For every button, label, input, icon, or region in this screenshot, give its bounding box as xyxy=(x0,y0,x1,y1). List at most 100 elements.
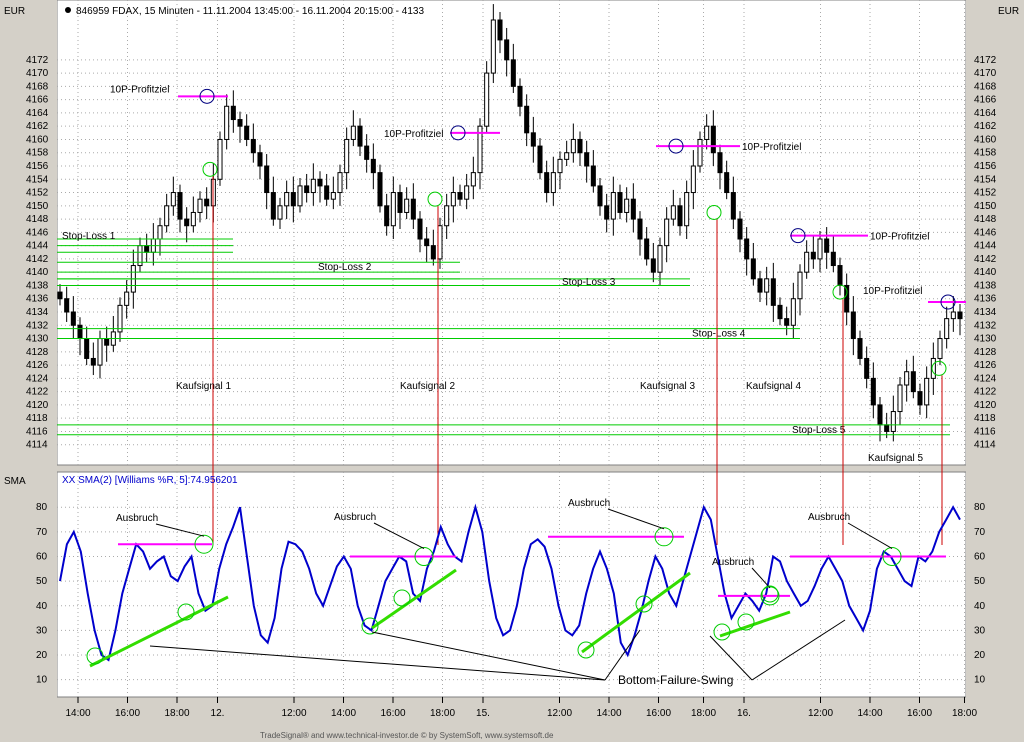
candle-body xyxy=(810,251,816,260)
profit-target-marker xyxy=(790,228,806,244)
breakout-pointer xyxy=(847,522,893,549)
price-tick-left: 4158 xyxy=(26,148,49,159)
pattern-pointer xyxy=(149,645,606,681)
price-tick-right: 4118 xyxy=(974,413,996,424)
candle-body xyxy=(777,304,783,320)
price-tick-left: 4166 xyxy=(26,95,49,106)
stop-loss-label: Stop-Loss 4 xyxy=(692,329,746,340)
price-tick-left: 4126 xyxy=(26,360,49,371)
chart-title: 846959 FDAX, 15 Minuten - 11.11.2004 13:… xyxy=(76,6,424,17)
price-tick-right: 4162 xyxy=(974,121,997,132)
candle-body xyxy=(657,245,663,273)
candle-body xyxy=(770,278,776,306)
candle-body xyxy=(570,138,576,154)
candle-body xyxy=(684,192,690,227)
candle-body xyxy=(390,192,396,227)
candle-body xyxy=(117,304,123,333)
candle-body xyxy=(444,205,450,227)
price-tick-left: 4118 xyxy=(26,413,48,424)
candle-body xyxy=(530,132,536,147)
profit-target-label: 10P-Profitziel xyxy=(384,129,443,140)
profit-target-label: 10P-Profitziel xyxy=(110,84,169,95)
candle-body xyxy=(844,284,850,313)
candle-body xyxy=(464,185,470,200)
price-tick-left: 4134 xyxy=(26,307,49,318)
breakout-label: Ausbruch xyxy=(808,512,850,523)
indicator-tick-left: 70 xyxy=(36,527,48,538)
breakout-marker xyxy=(882,547,902,567)
candle-body xyxy=(744,238,750,260)
currency-right: EUR xyxy=(998,6,1019,17)
candle-body xyxy=(450,192,456,207)
price-tick-left: 4148 xyxy=(26,214,49,225)
candle-body xyxy=(517,85,523,107)
swing-marker xyxy=(393,589,411,607)
profit-target-label: 10P-Profitziel xyxy=(863,286,922,297)
indicator-tick-right: 10 xyxy=(974,675,986,686)
indicator-tick-left: 20 xyxy=(36,650,48,661)
candle-body xyxy=(664,218,670,247)
candle-body xyxy=(264,165,270,194)
candle-body xyxy=(817,238,823,260)
candle-body xyxy=(804,251,810,273)
candle-body xyxy=(944,318,950,340)
pattern-pointer xyxy=(604,629,641,681)
candle-body xyxy=(430,245,436,260)
price-annotations: Stop-Loss 1 Stop-Loss 2 Stop-Loss 3 Stop-Lo… xyxy=(57,84,966,545)
candle-body xyxy=(950,311,956,320)
entry-marker xyxy=(706,204,722,220)
candle-body xyxy=(904,371,910,386)
candle-body xyxy=(64,298,70,313)
price-tick-left: 4140 xyxy=(26,267,49,278)
price-tick-left: 4172 xyxy=(26,55,49,66)
candle-body xyxy=(704,125,710,140)
indicator-series: Ausbruch Ausbruch Ausbruch Ausbruch Ausbruch… xyxy=(59,498,961,687)
x-tick-label: 18:00 xyxy=(691,708,716,719)
trend-line xyxy=(719,610,791,638)
indicator-panel xyxy=(56,471,967,698)
x-tick-label: 18:00 xyxy=(952,708,977,719)
price-tick-right: 4156 xyxy=(974,161,997,172)
left-axis-bg xyxy=(0,0,57,742)
candle-body xyxy=(310,178,316,194)
candle-body xyxy=(70,311,76,326)
candle-body xyxy=(670,205,676,220)
candle-body xyxy=(157,225,163,240)
candle-body xyxy=(364,145,370,160)
price-tick-right: 4170 xyxy=(974,68,997,79)
candle-body xyxy=(504,39,510,61)
candle-body xyxy=(57,291,63,300)
price-tick-right: 4128 xyxy=(974,347,997,358)
profit-target-label: 10P-Profitziel xyxy=(742,142,801,153)
candle-body xyxy=(170,192,176,207)
candle-body xyxy=(917,391,923,406)
price-tick-right: 4132 xyxy=(974,320,997,331)
price-tick-right: 4166 xyxy=(974,95,997,106)
candle-body xyxy=(290,192,296,207)
title-bullet-icon xyxy=(65,7,71,13)
price-tick-right: 4122 xyxy=(974,387,997,398)
price-tick-right: 4154 xyxy=(974,174,997,185)
stop-loss-label: Stop-Loss 3 xyxy=(562,277,616,288)
candle-body xyxy=(230,105,236,121)
x-tick-label: 18:00 xyxy=(164,708,189,719)
candle-body xyxy=(797,271,803,300)
entry-marker xyxy=(832,284,848,300)
candle-body xyxy=(297,185,303,207)
candle-body xyxy=(537,145,543,174)
candle-body xyxy=(710,125,716,154)
candle-body xyxy=(490,19,496,74)
pattern-pointer xyxy=(709,635,753,681)
candle-body xyxy=(497,19,503,41)
breakout-marker xyxy=(760,586,780,606)
swing-marker xyxy=(635,595,653,613)
breakout-label: Ausbruch xyxy=(116,513,158,524)
candle-body xyxy=(864,357,870,379)
candle-body xyxy=(910,371,916,393)
indicator-tab[interactable]: SMA xyxy=(4,476,26,487)
price-tick-right: 4152 xyxy=(974,188,997,199)
candle-body xyxy=(877,404,883,426)
candle-body xyxy=(277,205,283,220)
pattern-label: Bottom-Failure-Swing xyxy=(618,673,733,687)
candle-body xyxy=(690,165,696,194)
